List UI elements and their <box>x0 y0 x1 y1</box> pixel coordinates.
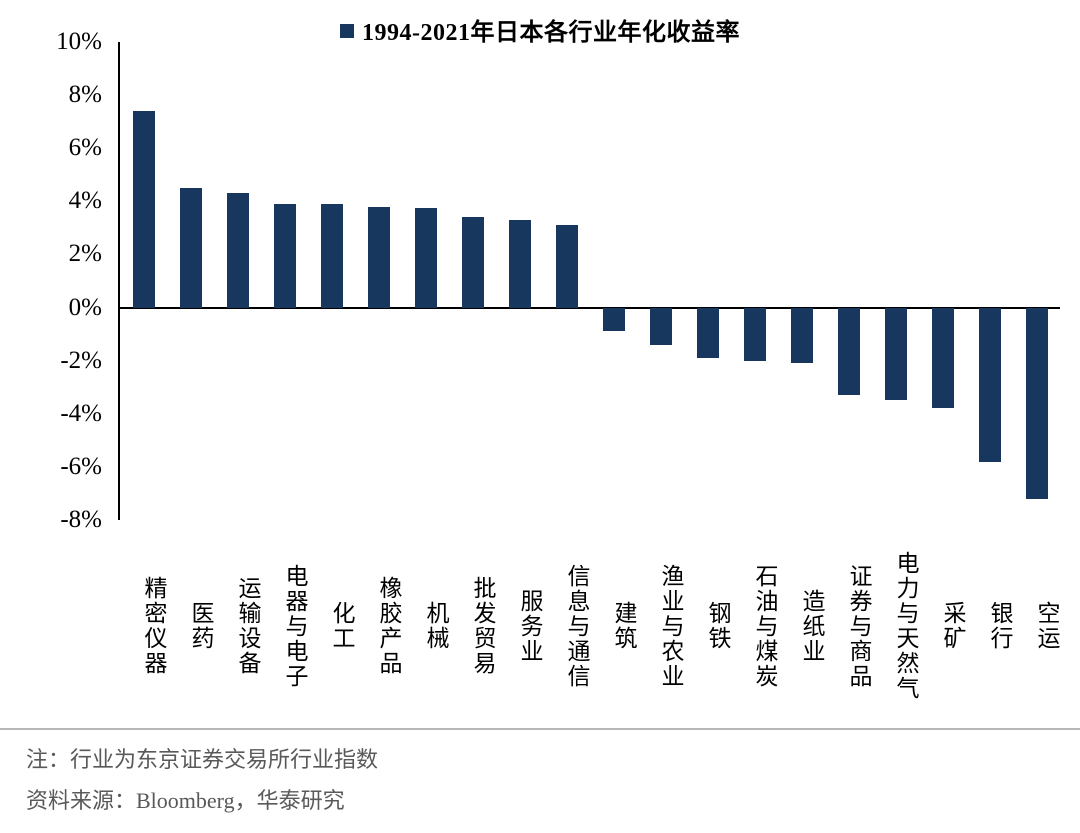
y-tick-label: 0% <box>68 293 102 321</box>
x-label-19: 空运 <box>1034 601 1059 651</box>
x-label-1: 医药 <box>188 601 213 651</box>
bar-9 <box>555 225 578 308</box>
x-label-17: 采矿 <box>940 601 965 651</box>
x-label-11: 渔业与农业 <box>658 563 683 689</box>
x-label-0: 精密仪器 <box>141 576 166 676</box>
chart-title: 1994-2021年日本各行业年化收益率 <box>362 20 740 46</box>
x-axis-labels: 精密仪器 医药 运输设备 电器与电子 化工 橡胶产品 机械 批发贸易 服务业 信息与通信 建筑 渔业与… <box>118 528 1059 724</box>
x-label-2: 运输设备 <box>235 576 260 676</box>
legend-swatch <box>340 23 354 38</box>
x-label-5: 橡胶产品 <box>376 576 401 676</box>
bar-10 <box>602 307 625 332</box>
x-label-6: 机械 <box>423 601 448 651</box>
y-tick-label: -8% <box>60 506 102 533</box>
bar-12 <box>696 307 719 358</box>
y-tick-label: -6% <box>60 452 102 480</box>
footnote-source: 资料来源：Bloomberg，华泰研究 <box>26 787 345 813</box>
x-label-18: 银行 <box>987 601 1012 651</box>
x-label-12: 钢铁 <box>705 601 730 651</box>
x-label-13: 石油与煤炭 <box>752 563 777 689</box>
x-label-7: 批发贸易 <box>470 576 495 676</box>
bar-5 <box>367 206 390 308</box>
y-tick-label: -2% <box>60 346 102 374</box>
y-tick-label: 6% <box>68 134 102 162</box>
bar-14 <box>790 307 813 364</box>
x-label-4: 化工 <box>329 601 354 651</box>
bar-16 <box>884 307 907 401</box>
bar-6 <box>414 207 437 308</box>
footnote-industry: 注：行业为东京证券交易所行业指数 <box>26 747 379 772</box>
x-label-14: 造纸业 <box>799 588 824 664</box>
bar-13 <box>743 307 766 361</box>
bar-0 <box>132 111 155 308</box>
bar-18 <box>978 307 1001 462</box>
y-tick-label: 2% <box>68 240 102 268</box>
y-axis: 10% 8% 6% 4% 2% 0% -2% -4% -6% -8% <box>0 28 112 533</box>
bar-2 <box>226 193 249 308</box>
y-tick-label: 10% <box>56 28 102 55</box>
bar-19 <box>1025 307 1048 499</box>
footnotes: 注：行业为东京证券交易所行业指数 资料来源：Bloomberg，华泰研究 <box>26 740 378 821</box>
footer-divider <box>0 728 1080 730</box>
x-label-16: 电力与天然气 <box>893 551 918 701</box>
bar-8 <box>508 219 531 308</box>
chart-header: 1994-2021年日本各行业年化收益率 <box>0 12 1080 47</box>
bar-1 <box>179 188 202 308</box>
y-tick-label: 8% <box>68 81 102 109</box>
bar-3 <box>273 203 296 308</box>
x-label-15: 证券与商品 <box>846 563 871 689</box>
x-label-8: 服务业 <box>517 588 542 664</box>
bar-7 <box>461 217 484 308</box>
y-tick-label: -4% <box>60 399 102 427</box>
plot-area <box>118 42 1060 520</box>
bar-11 <box>649 307 672 345</box>
bar-17 <box>931 307 954 409</box>
bar-15 <box>837 307 860 396</box>
bar-4 <box>320 203 343 308</box>
zero-line <box>120 306 1060 309</box>
x-label-9: 信息与通信 <box>564 563 589 689</box>
y-tick-label: 4% <box>68 187 102 215</box>
x-label-3: 电器与电子 <box>282 563 307 689</box>
x-label-10: 建筑 <box>611 601 636 651</box>
